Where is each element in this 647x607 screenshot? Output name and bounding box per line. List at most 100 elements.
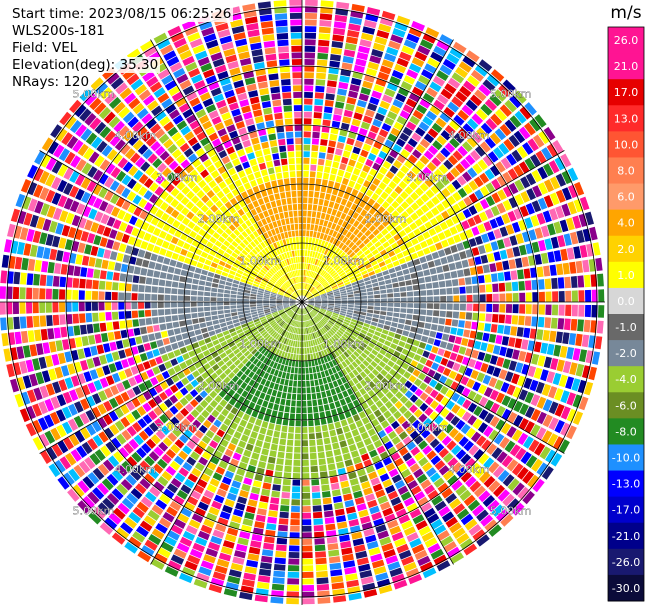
range-gate: [436, 203, 445, 213]
range-gate: [434, 224, 443, 234]
range-gate: [356, 99, 367, 108]
range-gate: [311, 151, 318, 158]
range-gate: [299, 230, 302, 237]
range-gate: [388, 250, 396, 258]
range-gate: [296, 164, 302, 171]
range-gate: [471, 226, 480, 236]
range-gate: [287, 144, 295, 152]
range-gate: [396, 154, 407, 164]
range-gate: [556, 263, 564, 276]
range-gate: [331, 284, 338, 289]
range-gate: [449, 119, 461, 131]
range-gate: [318, 277, 324, 283]
range-gate: [341, 244, 348, 251]
range-gate: [332, 288, 339, 292]
range-gate: [333, 263, 339, 270]
range-gate: [276, 125, 285, 133]
range-gate: [381, 145, 391, 154]
range-gate: [288, 158, 295, 165]
range-gate: [327, 294, 334, 297]
range-gate: [305, 0, 318, 6]
range-gate: [304, 39, 316, 46]
range-gate: [327, 146, 335, 154]
range-gate: [267, 66, 278, 74]
range-gate: [284, 231, 289, 239]
range-gate: [440, 88, 453, 100]
range-gate: [332, 161, 340, 169]
range-gate: [555, 173, 567, 187]
range-gate: [395, 93, 407, 103]
range-gate: [309, 171, 316, 178]
range-gate: [322, 206, 328, 213]
range-gate: [579, 196, 590, 211]
range-gate: [487, 253, 495, 263]
range-gate: [298, 263, 301, 270]
range-gate: [443, 229, 452, 238]
range-gate: [353, 220, 360, 228]
range-gate: [299, 269, 301, 276]
range-gate: [303, 131, 311, 138]
range-gate: [244, 16, 258, 25]
range-gate: [389, 149, 399, 159]
range-gate: [455, 91, 468, 103]
range-gate: [445, 280, 452, 287]
range-gate: [342, 55, 354, 64]
range-gate: [408, 154, 418, 164]
range-gate: [312, 265, 316, 272]
range-gate: [379, 100, 391, 110]
range-gate: [290, 224, 295, 231]
range-gate: [367, 291, 374, 296]
range-gate: [394, 297, 401, 302]
range-gate: [295, 270, 298, 277]
range-gate: [409, 222, 418, 231]
range-gate: [353, 287, 360, 291]
range-gate: [422, 166, 432, 177]
range-gate: [353, 112, 363, 121]
range-gate: [494, 128, 507, 141]
range-gate: [405, 196, 415, 205]
range-gate: [413, 258, 421, 266]
range-gate: [285, 125, 293, 132]
range-gate: [273, 159, 281, 167]
range-gate: [504, 119, 517, 132]
range-gate: [278, 52, 290, 60]
range-gate: [323, 241, 329, 248]
range-gate: [577, 275, 585, 288]
range-gate: [303, 144, 311, 151]
range-gate: [362, 115, 373, 124]
range-gate: [431, 251, 440, 260]
range-gate: [352, 211, 359, 220]
range-gate: [408, 27, 423, 38]
range-gate: [466, 136, 478, 148]
range-gate: [361, 270, 368, 276]
range-gate: [276, 33, 289, 40]
range-gate: [527, 138, 539, 152]
range-gate: [346, 286, 353, 291]
range-gate: [477, 275, 485, 284]
range-gate: [452, 191, 462, 202]
range-gate: [425, 237, 434, 246]
range-gate: [323, 272, 328, 278]
range-gate: [562, 262, 570, 275]
range-gate: [418, 121, 430, 132]
range-gate: [366, 267, 374, 273]
range-gate: [389, 76, 401, 86]
range-gate: [349, 276, 356, 281]
range-gate: [312, 291, 318, 295]
range-gate: [313, 112, 322, 119]
range-gate: [304, 283, 307, 290]
range-gate: [304, 263, 307, 270]
range-gate: [495, 216, 505, 227]
range-gate: [325, 93, 335, 101]
range-gate: [344, 281, 351, 286]
range-gate: [278, 185, 285, 193]
range-gate: [451, 215, 460, 225]
range-gate: [420, 290, 427, 296]
range-gate: [433, 168, 444, 179]
range-gate: [323, 283, 329, 288]
range-gate: [416, 104, 428, 115]
range-gate: [381, 298, 387, 302]
range-gate: [295, 230, 299, 237]
range-gate: [563, 233, 572, 246]
range-gate: [509, 235, 518, 246]
